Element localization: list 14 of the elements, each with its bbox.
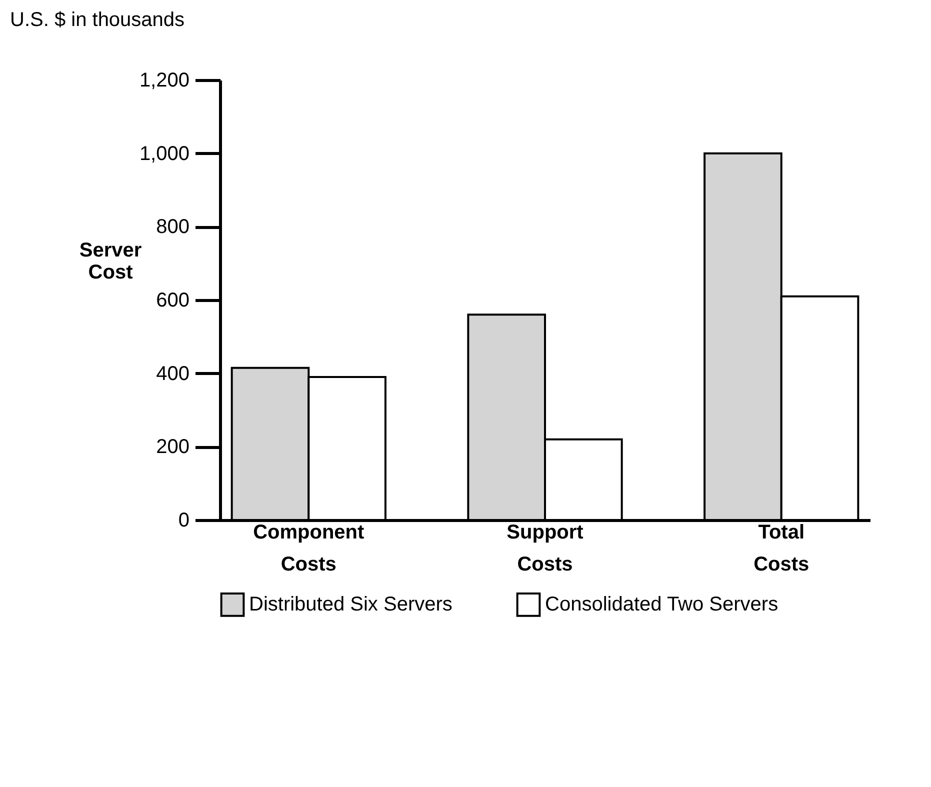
legend-label: Consolidated Two Servers [545,594,778,616]
y-tick-label: 200 [156,436,190,458]
y-tick-label: 1,000 [139,142,190,165]
y-tick-label: 600 [156,290,190,312]
legend-label: Distributed Six Servers [249,594,452,616]
y-tick-label: 400 [156,362,190,385]
x-tick-label: Support Costs [506,522,584,576]
x-tick-label: Component Costs [253,522,365,576]
chart-subtitle: U.S. $ in thousands [10,9,185,31]
y-axis-title: Server Cost [79,240,142,284]
x-tick-label: Total Costs [754,522,810,576]
y-tick-label: 800 [156,216,190,238]
y-tick-label: 0 [178,510,190,532]
y-tick-label: 1,200 [139,70,190,92]
